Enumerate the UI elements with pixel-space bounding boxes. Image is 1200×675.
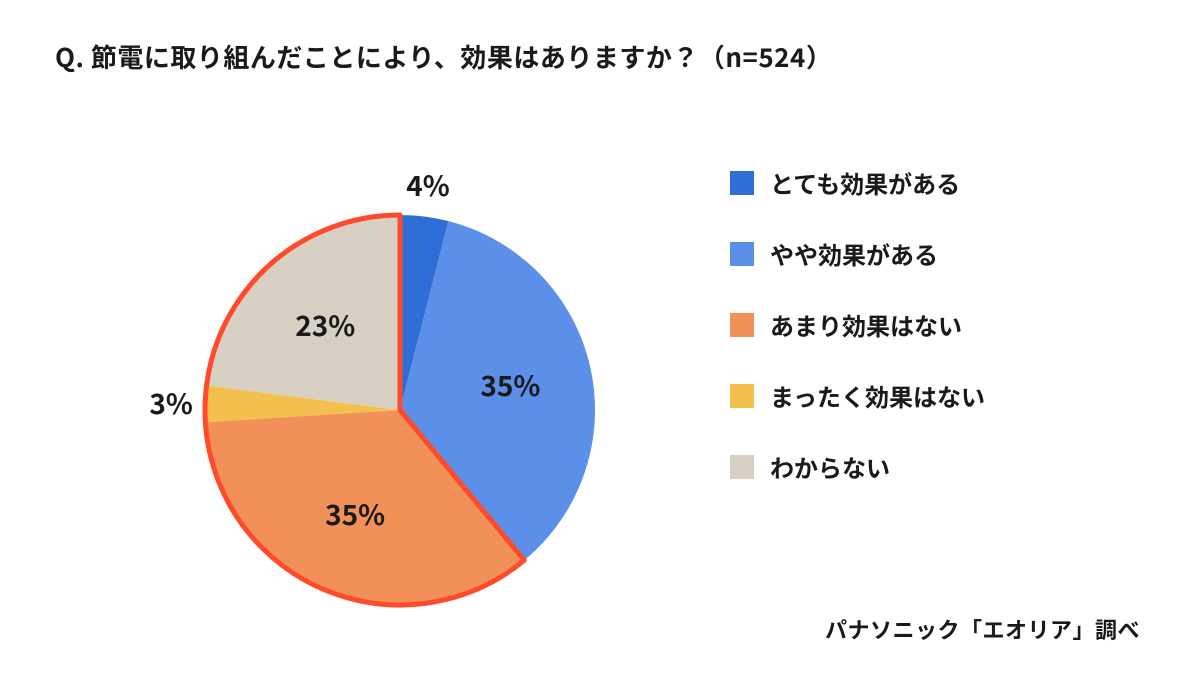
pie-chart: 4%35%35%3%23% xyxy=(180,120,620,620)
legend-swatch-somewhat_effective xyxy=(730,242,754,266)
legend-swatch-not_much xyxy=(730,313,754,337)
question-title: Q. 節電に取り組んだことにより、効果はありますか？（n=524） xyxy=(55,38,832,75)
pie-label-somewhat_effective: 35% xyxy=(480,365,540,405)
legend-label-not_much: あまり効果はない xyxy=(770,307,962,342)
legend-item-not_much: あまり効果はない xyxy=(730,307,985,342)
legend: とても効果があるやや効果があるあまり効果はないまったく効果はないわからない xyxy=(730,165,985,484)
pie-label-not_much: 35% xyxy=(325,494,385,534)
legend-swatch-not_at_all xyxy=(730,384,754,408)
legend-item-not_at_all: まったく効果はない xyxy=(730,378,985,413)
legend-label-not_at_all: まったく効果はない xyxy=(770,378,985,413)
pie-holder: 4%35%35%3%23% xyxy=(180,120,620,620)
legend-item-dont_know: わからない xyxy=(730,449,985,484)
credit-line: パナソニック「エオリア」調べ xyxy=(825,613,1140,645)
legend-label-somewhat_effective: やや効果がある xyxy=(770,236,938,271)
pie-svg xyxy=(180,120,620,620)
legend-swatch-very_effective xyxy=(730,171,754,195)
legend-label-very_effective: とても効果がある xyxy=(770,165,960,200)
pie-label-dont_know: 23% xyxy=(295,305,355,345)
legend-item-somewhat_effective: やや効果がある xyxy=(730,236,985,271)
page-root: Q. 節電に取り組んだことにより、効果はありますか？（n=524） 4% 35% 3… xyxy=(0,0,1200,675)
legend-label-dont_know: わからない xyxy=(770,449,890,484)
pie-label-not_at_all: 3% xyxy=(149,383,192,423)
legend-item-very_effective: とても効果がある xyxy=(730,165,985,200)
pie-label-very_effective: 4% xyxy=(406,165,449,205)
legend-swatch-dont_know xyxy=(730,455,754,479)
